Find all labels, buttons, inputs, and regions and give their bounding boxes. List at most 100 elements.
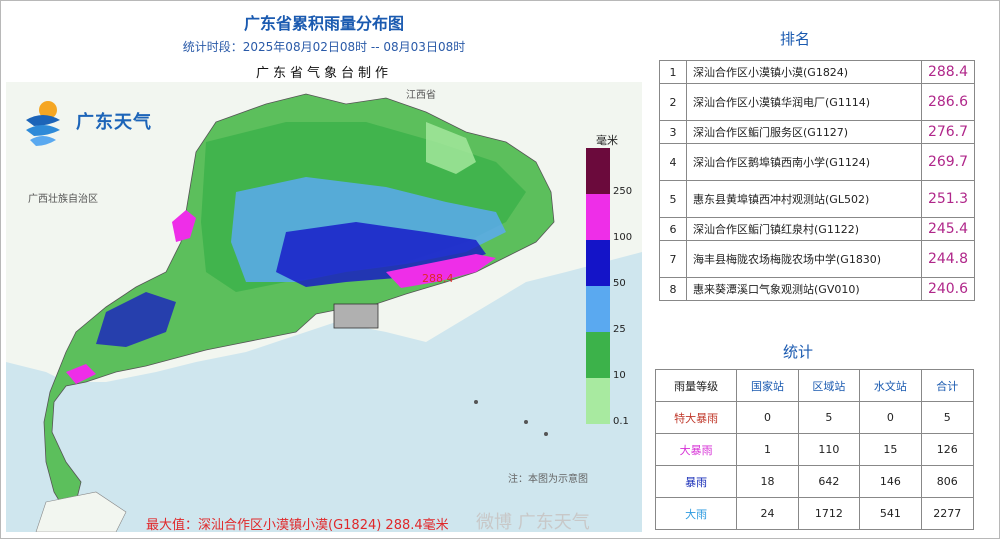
legend-unit: 毫米 — [596, 134, 618, 147]
logo-icon — [26, 101, 60, 146]
rain-band-50-west — [96, 292, 176, 347]
station-name: 海丰县梅陇农场梅陇农场中学(G1830) — [686, 240, 922, 278]
stat-count: 5 — [920, 401, 975, 434]
stat-count: 642 — [797, 465, 861, 498]
max-value-caption: 最大值：深汕合作区小漠镇小漠(G1824) 288.4毫米 — [146, 518, 449, 533]
max-marker: 288.4 — [422, 272, 454, 285]
legend-label: 25 — [613, 324, 626, 335]
stat-row: 大雨 24 1712 541 2277 — [654, 497, 975, 530]
ranking-title: 排名 — [780, 30, 811, 48]
legend-swatch — [586, 332, 610, 378]
legend-swatch — [586, 240, 610, 286]
stat-header: 合计 — [920, 369, 975, 402]
statistics-title: 统计 — [783, 343, 814, 361]
statistics-period: 统计时段：2025年08月02日08时 -- 08月03日08时 — [182, 40, 466, 54]
island — [524, 420, 528, 424]
rainfall-value: 251.3 — [921, 180, 975, 218]
stat-count: 18 — [736, 465, 799, 498]
stat-count: 110 — [797, 433, 861, 466]
stat-count: 24 — [736, 497, 799, 530]
issuing-agency: 广东省气象台制作 — [255, 66, 392, 81]
ranking-row: 3 深汕合作区鲘门服务区(G1127) 276.7 — [659, 120, 975, 144]
rain-band-50 — [276, 222, 486, 287]
rank-number: 8 — [659, 277, 687, 301]
rank-number: 3 — [659, 120, 687, 144]
stat-count: 1 — [736, 433, 799, 466]
map-canvas — [6, 82, 642, 532]
ranking-row: 4 深汕合作区鹅埠镇西南小学(G1124) 269.7 — [659, 143, 975, 181]
ranking-row: 8 惠来葵潭溪口气象观测站(GV010) 240.6 — [659, 277, 975, 301]
rank-number: 6 — [659, 217, 687, 241]
stat-header: 国家站 — [736, 369, 799, 402]
ranking-row: 6 深汕合作区鲘门镇红泉村(G1122) 245.4 — [659, 217, 975, 241]
rain-level: 特大暴雨 — [654, 401, 738, 434]
hainan-edge — [35, 491, 127, 532]
legend-label: 10 — [613, 370, 626, 381]
rainfall-value: 276.7 — [921, 120, 975, 144]
legend-label: 100 — [613, 232, 633, 243]
weibo-watermark: 微博 广东天气 — [476, 512, 590, 533]
stat-count: 2277 — [920, 497, 975, 530]
ranking-row: 1 深汕合作区小漠镇小漠(G1824) 288.4 — [659, 60, 975, 84]
stat-header: 水文站 — [859, 369, 922, 402]
legend-label: 50 — [613, 278, 626, 289]
station-name: 深汕合作区小漠镇华润电厂(G1114) — [686, 83, 922, 121]
stat-header: 区域站 — [797, 369, 861, 402]
rain-band-100-west — [172, 210, 196, 242]
hong-kong-area — [333, 303, 379, 329]
rainfall-value: 269.7 — [921, 143, 975, 181]
rain-band-100-southwest — [66, 364, 96, 384]
ranking-table: 1 深汕合作区小漠镇小漠(G1824) 288.4 2 深汕合作区小漠镇华润电厂(G11… — [659, 60, 975, 301]
ranking-row: 7 海丰县梅陇农场梅陇农场中学(G1830) 244.8 — [659, 240, 975, 278]
stat-count: 541 — [859, 497, 922, 530]
rainfall-value: 244.8 — [921, 240, 975, 278]
stat-count: 0 — [859, 401, 922, 434]
rain-level: 大雨 — [654, 497, 738, 530]
ranking-row: 5 惠东县黄埠镇西冲村观测站(GL502) 251.3 — [659, 180, 975, 218]
legend-swatch — [586, 194, 610, 240]
stat-header: 雨量等级 — [654, 369, 738, 402]
stat-count: 5 — [797, 401, 861, 434]
station-name: 深汕合作区鲘门镇红泉村(G1122) — [686, 217, 922, 241]
station-name: 惠来葵潭溪口气象观测站(GV010) — [686, 277, 922, 301]
rain-band-0.1 — [426, 122, 476, 174]
stat-count: 146 — [859, 465, 922, 498]
map-title: 广东省累积雨量分布图 — [243, 14, 404, 33]
logo-text: 广东天气 — [76, 112, 152, 133]
stat-count: 806 — [920, 465, 975, 498]
legend-label: 0.1 — [613, 416, 629, 427]
stat-row: 暴雨 18 642 146 806 — [654, 465, 975, 498]
stat-count: 15 — [859, 433, 922, 466]
rainfall-value: 288.4 — [921, 60, 975, 84]
rain-level: 大暴雨 — [654, 433, 738, 466]
legend-swatch — [586, 378, 610, 424]
ranking-row: 2 深汕合作区小漠镇华润电厂(G1114) 286.6 — [659, 83, 975, 121]
station-name: 惠东县黄埠镇西冲村观测站(GL502) — [686, 180, 922, 218]
legend-swatch — [586, 286, 610, 332]
station-name: 深汕合作区小漠镇小漠(G1824) — [686, 60, 922, 84]
guangxi-label: 广西壮族自治区 — [28, 194, 98, 205]
rain-band-100 — [386, 254, 496, 288]
stat-row: 大暴雨 1 110 15 126 — [654, 433, 975, 466]
stat-row: 特大暴雨 0 5 0 5 — [654, 401, 975, 434]
rank-number: 5 — [659, 180, 687, 218]
stat-count: 1712 — [797, 497, 861, 530]
map-note: 注：本图为示意图 — [508, 474, 588, 485]
island — [474, 400, 478, 404]
rainfall-value: 240.6 — [921, 277, 975, 301]
guangdong-weather-logo: 广东天气 — [18, 96, 178, 156]
map-header: 广东省累积雨量分布图 统计时段：2025年08月02日08时 -- 08月03日… — [6, 4, 642, 82]
rainfall-value: 286.6 — [921, 83, 975, 121]
rank-number: 4 — [659, 143, 687, 181]
island — [544, 432, 548, 436]
station-name: 深汕合作区鲘门服务区(G1127) — [686, 120, 922, 144]
legend-label: 250 — [613, 186, 633, 197]
rank-number: 2 — [659, 83, 687, 121]
station-name: 深汕合作区鹅埠镇西南小学(G1124) — [686, 143, 922, 181]
statistics-table: 雨量等级 国家站 区域站 水文站 合计 特大暴雨 0 5 0 5 大暴雨 1 110 15 126 暴雨 18… — [654, 369, 975, 530]
rank-number: 1 — [659, 60, 687, 84]
rainfall-value: 245.4 — [921, 217, 975, 241]
rain-level: 暴雨 — [654, 465, 738, 498]
rainfall-map: 江西省 广西壮族自治区 288.4 — [6, 82, 642, 532]
stat-count: 0 — [736, 401, 799, 434]
